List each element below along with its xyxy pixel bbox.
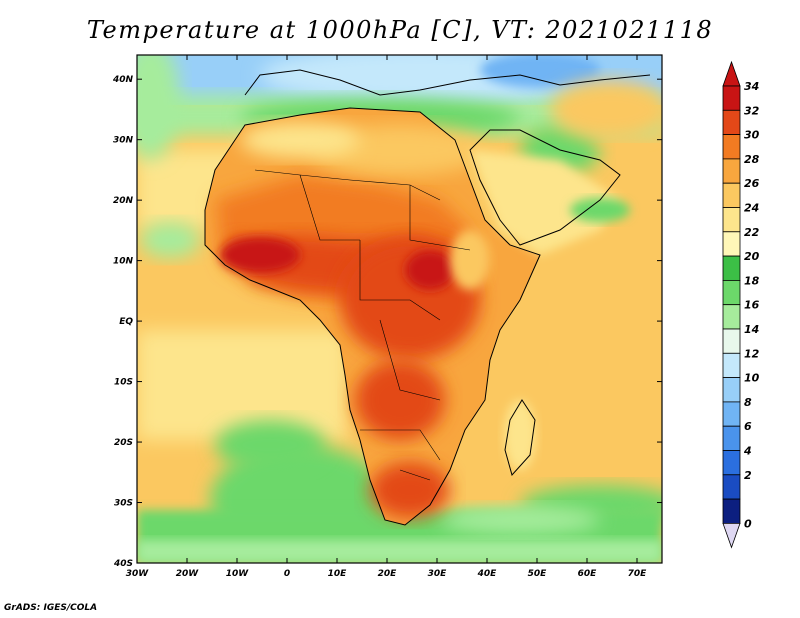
lat-label: 30S (114, 499, 133, 509)
lat-label: 40N (112, 75, 134, 85)
colorbar-label: 30 (744, 129, 760, 142)
colorbar-swatch (722, 207, 741, 233)
colorbar-label: 26 (744, 177, 760, 190)
colorbar-swatch (722, 498, 741, 524)
madagascar-coastline (504, 399, 536, 477)
lon-label: 60E (578, 569, 598, 579)
colorbar-label: 28 (744, 153, 760, 166)
colorbar-swatch (722, 85, 741, 111)
map-frame (136, 54, 663, 564)
lon-label: 30E (428, 569, 448, 579)
colorbar-label: 32 (744, 104, 760, 117)
colorbar-label: 0 (744, 517, 752, 530)
lat-label: EQ (119, 317, 133, 327)
lat-label: 10N (113, 257, 134, 267)
colorbar-swatch (722, 401, 741, 427)
colorbar-swatch (722, 474, 741, 500)
grads-credit: GrADS: IGES/COLA (4, 603, 98, 613)
colorbar-label: 8 (744, 396, 752, 409)
lat-label: 30N (113, 136, 134, 146)
lon-label: 70E (628, 569, 648, 579)
lat-label: 10S (114, 378, 133, 388)
colorbar-label: 2 (744, 469, 752, 482)
colorbar-swatch (722, 255, 741, 281)
lat-label: 20S (114, 438, 133, 448)
colorbar-swatch (722, 279, 741, 306)
africa-coastline (204, 107, 541, 526)
colorbar-label: 20 (744, 250, 760, 263)
lat-label: 40S (113, 559, 133, 569)
temperature-field (137, 55, 662, 563)
europe-coastline (244, 69, 651, 96)
colorbar-label: 6 (744, 420, 752, 433)
colorbar-swatch (722, 158, 741, 184)
lon-label: 30W (126, 569, 150, 579)
colorbar-swatch (722, 134, 741, 160)
colorbar-label: 14 (744, 323, 759, 336)
lon-label: 40E (477, 569, 498, 579)
colorbar-label: 10 (744, 372, 760, 385)
lon-label: 50E (528, 569, 548, 579)
lon-label: 20W (176, 569, 200, 579)
colorbar-swatch (722, 109, 741, 136)
coastlines (204, 69, 651, 526)
arabia-coastline (469, 129, 621, 246)
colorbar-swatch (722, 352, 741, 378)
colorbar-swatch (722, 425, 741, 451)
map-title: Temperature at 1000hPa [C], VT: 20210211… (86, 16, 714, 44)
lat-label: 20N (113, 196, 134, 206)
colorbar-swatch (722, 231, 741, 257)
colorbar-under-triangle (722, 523, 741, 549)
colorbar-swatch (722, 304, 741, 330)
colorbar-label: 22 (744, 226, 760, 239)
colorbar-label: 4 (743, 445, 752, 458)
lon-label: 10E (328, 569, 348, 579)
lon-label: 10W (226, 569, 250, 579)
colorbar-label: 34 (744, 80, 759, 93)
colorbar-label: 24 (744, 202, 759, 215)
colorbar-swatch (722, 182, 741, 208)
colorbar-swatch (722, 377, 741, 403)
colorbar-label: 12 (744, 347, 760, 360)
colorbar-label: 18 (744, 274, 760, 287)
colorbar-label: 16 (744, 299, 760, 312)
lon-label: 0 (284, 569, 290, 579)
colorbar-over-triangle (722, 60, 741, 87)
lon-label: 20E (378, 569, 398, 579)
colorbar-swatch (722, 328, 741, 354)
colorbar-swatch (722, 450, 741, 476)
internal-borders (254, 169, 471, 481)
